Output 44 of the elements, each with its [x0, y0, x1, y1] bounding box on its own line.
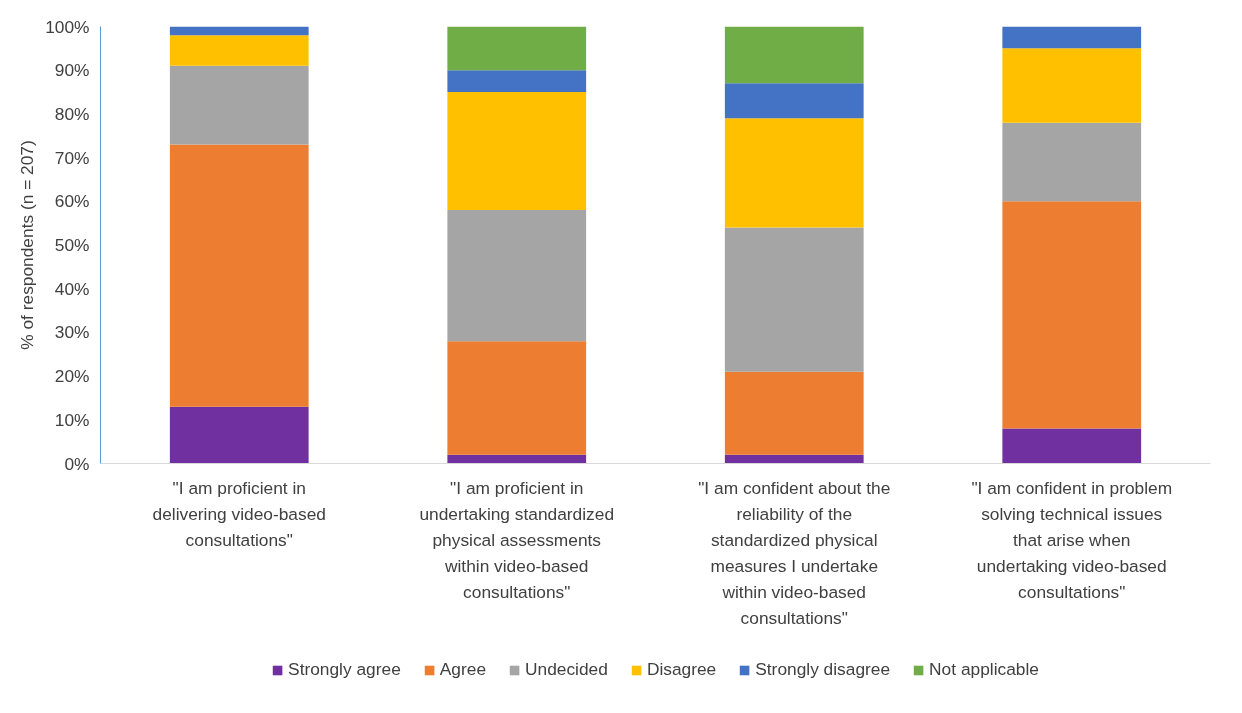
bar [724, 118, 864, 228]
x-tick-label: "I am proficient in undertaking standardized physical assessments within video-based consultations" [419, 477, 615, 602]
y-tick-label: 90% [54, 60, 90, 81]
y-axis-title: % of respondents (n = 207) [17, 140, 38, 350]
legend-label: Disagree [646, 659, 717, 680]
x-tick-label: "I am proficient in delivering video-based consultations" [152, 477, 326, 550]
bar [169, 65, 309, 145]
bar [724, 83, 864, 119]
y-tick-label: 70% [54, 147, 90, 168]
bar [169, 406, 309, 464]
bar [1002, 26, 1142, 49]
bar [447, 210, 587, 342]
bar [447, 341, 587, 455]
y-tick-label: 0% [64, 453, 90, 474]
bar [447, 454, 587, 464]
legend-label: Strongly disagree [755, 659, 891, 680]
y-tick-label: 80% [54, 103, 90, 124]
bar [447, 26, 587, 71]
bar [724, 371, 864, 455]
legend-label: Strongly agree [288, 659, 401, 680]
y-tick-label: 30% [54, 322, 90, 343]
bar [447, 70, 587, 93]
y-tick-label: 40% [54, 278, 90, 299]
bar [724, 454, 864, 464]
bar [447, 92, 587, 211]
bar [724, 26, 864, 84]
bar [1002, 201, 1142, 429]
y-tick-label: 50% [54, 235, 90, 255]
y-tick-label: 10% [54, 409, 90, 430]
bar [169, 144, 309, 407]
bar [1002, 122, 1142, 202]
bar [1002, 428, 1142, 464]
y-tick-label: 100% [45, 16, 90, 37]
x-tick-label: "I am confident in problem solving technical issues that arise when undertaking video-based consultations" [971, 477, 1173, 602]
bar [169, 35, 309, 66]
x-tick-label: "I am confident about the reliability of the standardized physical measures I undertake within video-based consultations" [698, 477, 891, 628]
legend-label: Undecided [525, 659, 608, 680]
bar [724, 227, 864, 372]
legend-label: Not applicable [929, 659, 1039, 680]
legend-label: Agree [439, 659, 487, 680]
bar [1002, 48, 1142, 123]
y-tick-label: 60% [54, 191, 90, 212]
y-tick-label: 20% [54, 366, 90, 387]
bar [169, 26, 309, 36]
